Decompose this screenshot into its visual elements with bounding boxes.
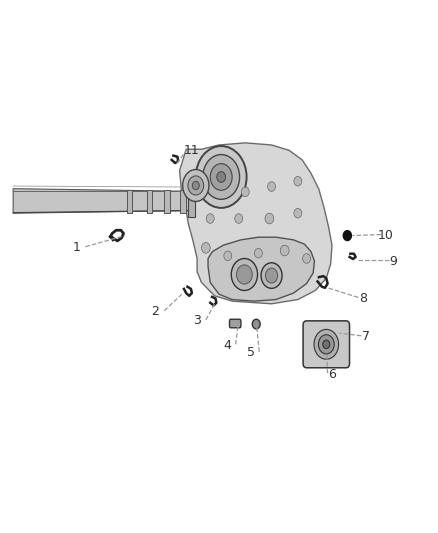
FancyBboxPatch shape — [303, 321, 350, 368]
Bar — [147, 190, 152, 213]
Circle shape — [241, 187, 249, 197]
Circle shape — [343, 231, 351, 240]
Circle shape — [231, 259, 258, 290]
Circle shape — [323, 340, 330, 349]
FancyBboxPatch shape — [230, 319, 241, 328]
Circle shape — [235, 214, 243, 223]
Circle shape — [303, 254, 311, 263]
Text: 5: 5 — [247, 346, 254, 359]
Circle shape — [224, 251, 232, 261]
Circle shape — [261, 263, 282, 288]
Text: 7: 7 — [362, 330, 370, 343]
Bar — [180, 190, 186, 213]
Circle shape — [201, 243, 210, 253]
Bar — [188, 187, 195, 217]
Circle shape — [196, 146, 247, 208]
Polygon shape — [208, 237, 314, 301]
Circle shape — [254, 248, 262, 258]
Circle shape — [217, 172, 226, 182]
Circle shape — [294, 208, 302, 218]
Polygon shape — [13, 189, 193, 213]
Circle shape — [314, 329, 339, 359]
Text: 10: 10 — [378, 229, 393, 242]
Circle shape — [237, 265, 252, 284]
Circle shape — [192, 181, 199, 190]
Text: 9: 9 — [389, 255, 397, 268]
Circle shape — [268, 182, 276, 191]
Circle shape — [265, 268, 278, 283]
Circle shape — [265, 213, 274, 224]
Text: 11: 11 — [184, 144, 200, 157]
Circle shape — [183, 169, 209, 201]
Circle shape — [318, 335, 334, 354]
Circle shape — [210, 164, 232, 190]
Circle shape — [280, 245, 289, 256]
Bar — [127, 190, 132, 213]
Circle shape — [188, 176, 204, 195]
Text: 4: 4 — [223, 339, 231, 352]
Circle shape — [206, 214, 214, 223]
Text: 8: 8 — [359, 292, 367, 305]
Text: 1: 1 — [73, 241, 81, 254]
Text: 2: 2 — [152, 305, 159, 318]
Circle shape — [252, 319, 260, 329]
Bar — [164, 190, 170, 213]
Polygon shape — [180, 143, 332, 304]
Circle shape — [203, 155, 240, 199]
Text: 6: 6 — [328, 368, 336, 381]
Circle shape — [294, 176, 302, 186]
Text: 3: 3 — [193, 314, 201, 327]
